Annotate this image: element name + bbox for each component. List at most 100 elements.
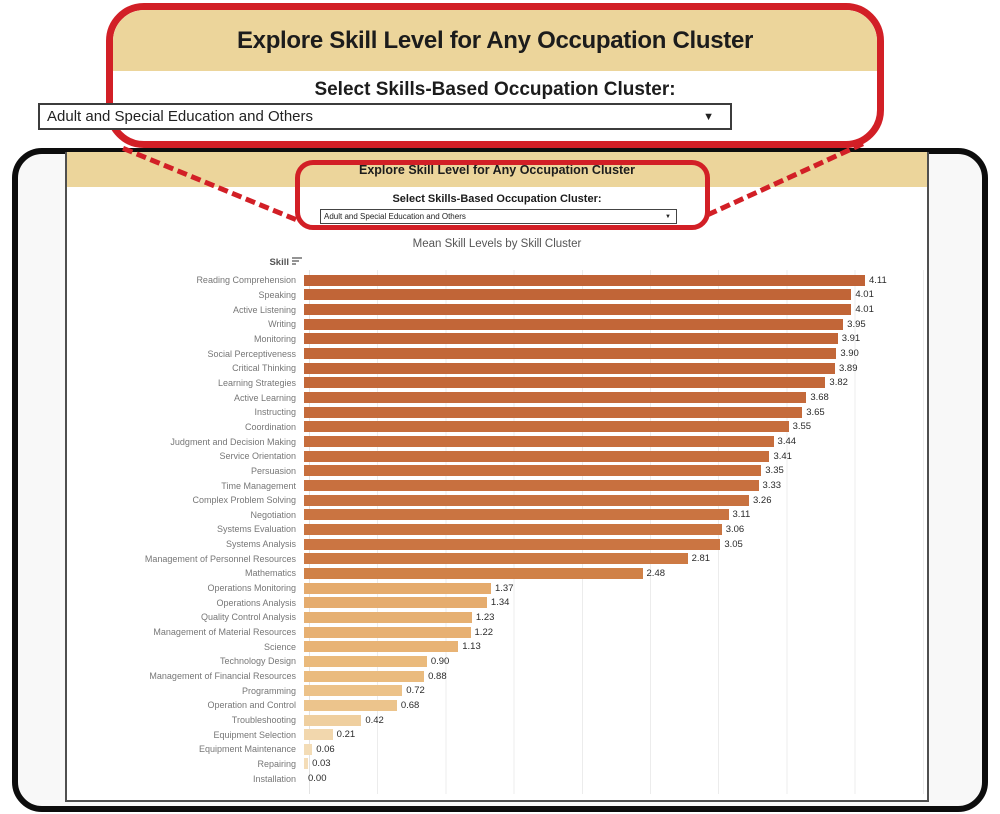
skill-bar[interactable] (304, 743, 313, 755)
skill-bar[interactable] (304, 304, 852, 316)
skill-bar[interactable] (304, 333, 838, 345)
dropdown-value: Adult and Special Education and Others (47, 108, 314, 125)
skill-bar[interactable] (304, 714, 362, 726)
bar-value-label: 4.11 (869, 274, 887, 286)
chart-row: Equipment Maintenance 0.06 (67, 742, 927, 757)
bar-value-label: 0.03 (312, 758, 331, 770)
skill-label: Quality Control Analysis (200, 612, 296, 623)
bar-value-label: 3.06 (725, 523, 745, 535)
highlight-box (295, 160, 710, 230)
bar-value-label: 0.90 (430, 655, 450, 667)
bar-track: 2.48 (303, 566, 927, 581)
bar-value-label: 3.41 (773, 450, 792, 462)
chart-row: Active Listening 4.01 (67, 302, 927, 317)
skill-bar[interactable] (304, 318, 844, 330)
skill-bar[interactable] (304, 509, 729, 521)
chevron-down-icon[interactable]: ▼ (703, 110, 714, 123)
chart-row: Programming 0.72 (67, 683, 927, 698)
skill-bar[interactable] (304, 523, 722, 535)
sort-descending-icon[interactable] (292, 256, 303, 266)
chart-row: Management of Personnel Resources 2.81 (67, 551, 927, 566)
skill-label: Speaking (258, 289, 296, 300)
skill-bar[interactable] (304, 348, 837, 360)
skill-label: Systems Analysis (225, 539, 296, 550)
skill-bar[interactable] (304, 567, 643, 579)
skill-bar[interactable] (304, 699, 397, 711)
bar-value-label: 4.01 (855, 289, 874, 301)
skill-bar[interactable] (304, 538, 721, 550)
skill-label: Troubleshooting (231, 715, 296, 726)
bar-track: 3.11 (303, 508, 927, 523)
skill-bar[interactable] (304, 641, 459, 653)
chart-rows: Reading Comprehension 4.11 Speaking 4.01 Act… (67, 273, 927, 786)
bar-track: 3.68 (303, 390, 927, 405)
bar-value-label: 1.13 (462, 641, 481, 653)
chart-row: Troubleshooting 0.42 (67, 713, 927, 728)
bar-value-label: 3.35 (765, 465, 784, 477)
skill-bar[interactable] (304, 626, 471, 638)
occupation-cluster-dropdown-small[interactable]: Adult and Special Education and Others ▼ (320, 209, 677, 224)
skill-bar[interactable] (304, 611, 472, 623)
bar-track: 1.37 (303, 581, 927, 596)
skill-label: Negotiation (250, 509, 296, 520)
bar-value-label: 3.91 (841, 333, 861, 345)
skill-bar[interactable] (304, 436, 774, 448)
bar-value-label: 0.42 (365, 714, 384, 726)
bar-track: 1.23 (303, 610, 927, 625)
bar-track: 3.89 (303, 361, 927, 376)
skill-bar[interactable] (304, 450, 770, 462)
bar-track: 3.26 (303, 493, 927, 508)
skill-bar[interactable] (304, 582, 491, 594)
chart-row: Management of Financial Resources 0.88 (67, 669, 927, 684)
bar-track: 1.13 (303, 639, 927, 654)
skill-bar[interactable] (304, 421, 789, 433)
bar-track: 3.35 (303, 464, 927, 479)
skill-label: Coordination (244, 421, 296, 432)
skill-bar[interactable] (304, 494, 749, 506)
dashboard-content: Explore Skill Level for Any Occupation C… (65, 152, 929, 802)
chart-title: Mean Skill Levels by Skill Cluster (412, 238, 582, 250)
select-cluster-label: Select Skills-Based Occupation Cluster: (314, 79, 676, 100)
chevron-down-icon[interactable]: ▼ (665, 213, 671, 220)
skill-bar[interactable] (304, 480, 759, 492)
skill-bar[interactable] (304, 289, 852, 301)
bar-track: 3.06 (303, 522, 927, 537)
bar-track: 1.34 (303, 595, 927, 610)
skill-label: Persuasion (250, 465, 296, 476)
bar-value-label: 0.00 (308, 773, 327, 785)
skill-bar[interactable] (304, 597, 487, 609)
chart-row: Service Orientation 3.41 (67, 449, 927, 464)
bar-track: 4.01 (303, 288, 927, 303)
skill-bar[interactable] (304, 670, 425, 682)
bar-value-label: 2.48 (646, 567, 666, 579)
occupation-cluster-dropdown[interactable]: Adult and Special Education and Others ▼ (38, 103, 732, 130)
chart-row: Operations Analysis 1.34 (67, 595, 927, 610)
bar-value-label: 3.95 (847, 318, 866, 330)
skill-label: Critical Thinking (232, 363, 296, 374)
bar-track: 4.11 (303, 273, 927, 288)
skill-bar[interactable] (304, 406, 803, 418)
bar-value-label: 2.81 (691, 553, 711, 565)
skill-bar[interactable] (304, 465, 762, 477)
skill-label: Mathematics (244, 568, 296, 579)
skill-bar[interactable] (304, 758, 309, 770)
bar-track: 3.44 (303, 434, 927, 449)
skill-bar[interactable] (304, 274, 865, 286)
skill-bar[interactable] (304, 685, 403, 697)
skill-bar[interactable] (304, 729, 333, 741)
bar-value-label: 1.37 (495, 582, 514, 594)
skill-bar[interactable] (304, 377, 826, 389)
skill-column-header[interactable]: Skill (67, 256, 309, 268)
bar-track: 3.82 (303, 376, 927, 391)
bar-track: 3.90 (303, 346, 927, 361)
chart-row: Operation and Control 0.68 (67, 698, 927, 713)
skill-bar[interactable] (304, 553, 688, 565)
skill-bar[interactable] (304, 392, 807, 404)
skill-bar[interactable] (304, 655, 427, 667)
bar-track: 3.95 (303, 317, 927, 332)
chart-row: Instructing 3.65 (67, 405, 927, 420)
bar-value-label: 3.90 (840, 348, 859, 360)
skill-label: Active Learning (233, 392, 296, 403)
bar-track: 3.33 (303, 478, 927, 493)
skill-bar[interactable] (304, 362, 835, 374)
